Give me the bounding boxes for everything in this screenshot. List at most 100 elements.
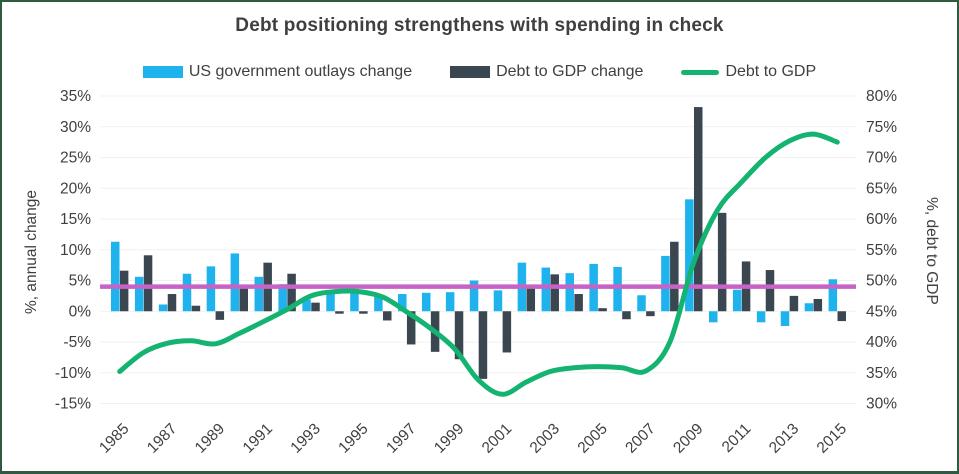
legend-label-2: Debt to GDP <box>725 63 817 80</box>
x-label-2007: 2007 <box>622 420 658 456</box>
bar-debt-change-1987 <box>167 294 177 312</box>
legend-label-1: Debt to GDP change <box>496 63 644 80</box>
bar-outlays-2011 <box>732 289 742 312</box>
bar-outlays-1986 <box>134 276 144 312</box>
bar-outlays-1996 <box>374 295 383 312</box>
bar-outlays-2004 <box>565 273 574 312</box>
left-tick-25: 25% <box>60 150 91 167</box>
bar-outlays-1999 <box>445 292 455 312</box>
bar-debt-change-1999 <box>454 311 464 360</box>
bar-outlays-2001 <box>493 290 503 312</box>
right-tick-40: 40% <box>866 334 897 351</box>
x-label-1997: 1997 <box>383 420 419 456</box>
bar-debt-change-2004 <box>574 294 583 312</box>
bar-debt-change-2008 <box>670 241 679 312</box>
bar-debt-change-1993 <box>311 302 320 312</box>
bar-outlays-1985 <box>111 241 120 312</box>
right-tick-30: 30% <box>866 396 897 413</box>
bar-outlays-1997 <box>398 294 407 312</box>
bar-debt-change-1994 <box>335 311 344 314</box>
bar-outlays-1998 <box>421 292 431 312</box>
bar-outlays-2007 <box>637 295 646 312</box>
left-tick-35: 35% <box>60 88 91 105</box>
bar-outlays-1992 <box>278 284 287 312</box>
bar-debt-change-2015 <box>837 311 846 322</box>
bar-outlays-1995 <box>350 290 359 312</box>
bar-debt-change-2001 <box>502 311 512 353</box>
bar-outlays-2009 <box>685 199 694 312</box>
left-tick--15: -15% <box>55 396 91 413</box>
x-label-2001: 2001 <box>479 420 515 456</box>
bar-debt-change-2014 <box>813 298 823 312</box>
bar-outlays-2006 <box>613 266 622 312</box>
bar-outlays-1988 <box>182 273 192 312</box>
right-tick-55: 55% <box>866 242 897 259</box>
right-tick-60: 60% <box>866 211 897 228</box>
legend-swatch-0 <box>142 66 183 78</box>
bar-debt-change-2000 <box>478 311 488 379</box>
x-label-1985: 1985 <box>96 420 132 456</box>
right-tick-70: 70% <box>866 150 897 167</box>
right-tick-35: 35% <box>866 365 897 382</box>
legend-label-0: US government outlays change <box>188 63 413 80</box>
right-tick-45: 45% <box>866 303 897 320</box>
bar-debt-change-2003 <box>550 274 559 312</box>
bar-outlays-1993 <box>302 299 311 312</box>
debt-to-gdp-line <box>117 131 840 397</box>
left-tick-10: 10% <box>60 242 91 259</box>
bar-debt-change-1989 <box>215 311 225 320</box>
bar-debt-change-2013 <box>789 295 799 312</box>
legend-swatch-1 <box>450 66 491 78</box>
x-label-2003: 2003 <box>527 420 563 456</box>
x-label-1993: 1993 <box>287 420 323 456</box>
x-label-2011: 2011 <box>719 420 755 456</box>
bar-debt-change-2012 <box>765 270 775 312</box>
left-tick--5: -5% <box>63 334 91 351</box>
bar-debt-change-2009 <box>693 107 703 312</box>
legend-item-2: Debt to GDP <box>681 63 816 81</box>
bar-outlays-2008 <box>661 255 670 312</box>
bar-debt-change-1992 <box>287 273 296 312</box>
bar-outlays-2003 <box>541 267 551 312</box>
bar-outlays-2010 <box>709 311 718 323</box>
x-label-1995: 1995 <box>335 420 371 456</box>
left-tick-15: 15% <box>60 211 91 228</box>
bar-outlays-1987 <box>158 304 168 312</box>
right-tick-75: 75% <box>866 119 897 136</box>
x-label-1989: 1989 <box>192 420 228 456</box>
bar-debt-change-1988 <box>191 305 201 312</box>
left-tick--10: -10% <box>55 365 91 382</box>
bar-outlays-1991 <box>254 276 264 312</box>
bar-outlays-1990 <box>230 253 240 312</box>
right-tick-80: 80% <box>866 88 897 105</box>
right-tick-65: 65% <box>866 180 897 197</box>
bar-outlays-2014 <box>804 303 814 312</box>
bar-debt-change-1997 <box>406 311 416 345</box>
bar-debt-change-1990 <box>239 286 248 312</box>
bar-debt-change-2010 <box>717 212 727 312</box>
bar-outlays-2012 <box>756 311 766 323</box>
bar-debt-change-1995 <box>359 311 368 314</box>
legend-item-0: US government outlays change <box>142 63 413 81</box>
right-tick-50: 50% <box>866 273 897 290</box>
chart-title: Debt positioning strengthens with spendi… <box>235 15 724 36</box>
bar-debt-change-2006 <box>622 311 631 320</box>
bar-debt-change-2005 <box>598 308 607 312</box>
x-label-2013: 2013 <box>766 420 802 456</box>
legend-item-1: Debt to GDP change <box>450 63 643 81</box>
bar-debt-change-1996 <box>383 311 392 321</box>
x-label-1987: 1987 <box>144 420 180 456</box>
left-tick-20: 20% <box>60 180 91 197</box>
x-label-1991: 1991 <box>240 420 276 456</box>
legend: US government outlays change Debt to GDP … <box>2 63 957 81</box>
bar-outlays-2015 <box>828 279 838 312</box>
left-tick-30: 30% <box>60 119 91 136</box>
x-label-2015: 2015 <box>814 420 850 456</box>
left-tick-0: 0% <box>69 303 92 320</box>
x-label-1999: 1999 <box>431 420 467 456</box>
legend-swatch-2 <box>681 69 720 75</box>
bar-outlays-2013 <box>780 311 790 327</box>
bar-debt-change-2002 <box>526 287 536 312</box>
